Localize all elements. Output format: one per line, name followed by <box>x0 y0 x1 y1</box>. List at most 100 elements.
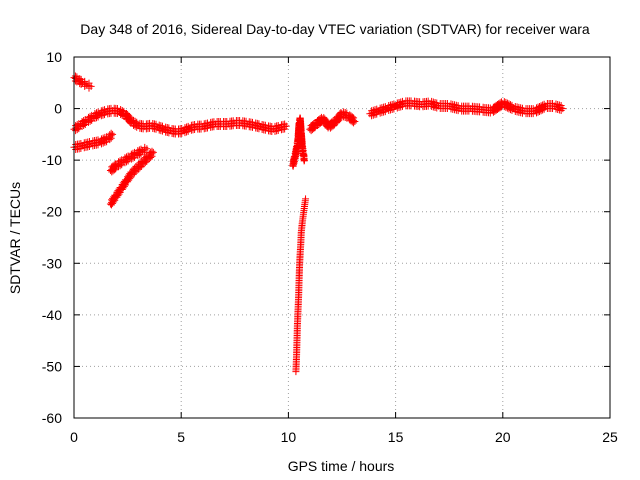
data-point <box>316 119 324 127</box>
series-arc-9 <box>366 97 567 120</box>
data-point <box>506 106 514 114</box>
data-point <box>126 175 134 183</box>
data-point <box>390 105 398 113</box>
data-point <box>137 150 145 158</box>
data-point <box>120 182 128 190</box>
data-point <box>350 119 358 127</box>
series-arc-8 <box>306 108 359 135</box>
data-point <box>97 140 105 148</box>
data-point <box>381 108 389 116</box>
y-tick-label: -60 <box>42 410 62 426</box>
data-point <box>373 110 381 118</box>
data-point <box>508 106 516 114</box>
data-point <box>300 156 308 164</box>
data-point <box>336 115 344 123</box>
chart-title: Day 348 of 2016, Sidereal Day-to-day VTE… <box>80 21 590 37</box>
data-point <box>398 102 406 110</box>
data-point <box>143 145 151 153</box>
plot-frame <box>73 56 611 419</box>
data-layer <box>70 72 567 376</box>
data-point <box>131 169 139 177</box>
data-point <box>184 127 192 135</box>
data-point <box>94 113 102 121</box>
data-point <box>109 130 117 138</box>
data-point <box>73 126 81 134</box>
y-tick-label: -40 <box>42 307 62 323</box>
data-point <box>97 112 105 120</box>
data-point <box>281 125 289 133</box>
y-tick-label: 10 <box>46 49 62 65</box>
data-point <box>85 143 93 151</box>
data-point <box>86 117 94 125</box>
data-point <box>116 162 124 170</box>
y-tick-label: 0 <box>54 101 62 117</box>
x-tick-label: 15 <box>388 429 404 445</box>
data-point <box>147 153 155 161</box>
data-point <box>88 116 96 124</box>
data-point <box>385 107 393 115</box>
data-point <box>534 108 542 116</box>
y-axis-label: SDTVAR / TECUs <box>7 182 23 294</box>
data-point <box>539 106 547 114</box>
data-point <box>368 112 376 120</box>
data-point <box>124 157 132 165</box>
data-point <box>80 122 88 130</box>
data-point <box>540 105 548 113</box>
data-point <box>110 198 118 206</box>
grid-layer <box>74 57 610 418</box>
data-point <box>329 122 337 130</box>
x-axis-label: GPS time / hours <box>288 458 395 474</box>
data-point <box>378 109 386 117</box>
data-point <box>282 122 290 130</box>
y-tick-label: -20 <box>42 204 62 220</box>
data-point <box>274 127 282 135</box>
data-point <box>380 108 388 116</box>
series-arc-7 <box>292 195 310 376</box>
data-point <box>123 158 131 166</box>
data-point <box>99 139 107 147</box>
data-point <box>107 134 115 142</box>
data-point <box>74 76 82 84</box>
data-point <box>115 190 123 198</box>
data-point <box>127 155 135 163</box>
data-point <box>101 111 109 119</box>
data-point <box>351 117 359 125</box>
data-point <box>91 115 99 123</box>
data-point <box>106 136 114 144</box>
data-point <box>141 148 149 156</box>
series-arc-2 <box>70 104 290 138</box>
data-point <box>310 125 318 133</box>
data-point <box>118 111 126 119</box>
data-point <box>101 138 109 146</box>
data-point <box>393 104 401 112</box>
data-point <box>203 124 211 132</box>
data-point <box>141 159 149 167</box>
data-point <box>136 164 144 172</box>
data-point <box>131 153 139 161</box>
data-point <box>149 148 157 156</box>
data-point <box>371 111 379 119</box>
x-tick-label: 25 <box>602 429 618 445</box>
data-point <box>93 114 101 122</box>
data-point <box>537 107 545 115</box>
data-point <box>388 106 396 114</box>
data-point <box>135 151 143 159</box>
x-tick-label: 0 <box>70 429 78 445</box>
y-tick-label: -30 <box>42 255 62 271</box>
data-point <box>121 159 129 167</box>
data-point <box>386 106 394 114</box>
series-arc-5 <box>106 147 157 209</box>
series-arc-1 <box>70 72 95 92</box>
data-point <box>369 111 377 119</box>
x-tick-label: 5 <box>177 429 185 445</box>
data-point <box>397 103 405 111</box>
data-point <box>87 82 95 90</box>
data-point <box>110 166 118 174</box>
data-point <box>133 123 141 131</box>
data-point <box>148 152 156 160</box>
data-point <box>99 111 107 119</box>
data-point <box>536 107 544 115</box>
data-point <box>395 103 403 111</box>
data-point <box>302 195 310 203</box>
